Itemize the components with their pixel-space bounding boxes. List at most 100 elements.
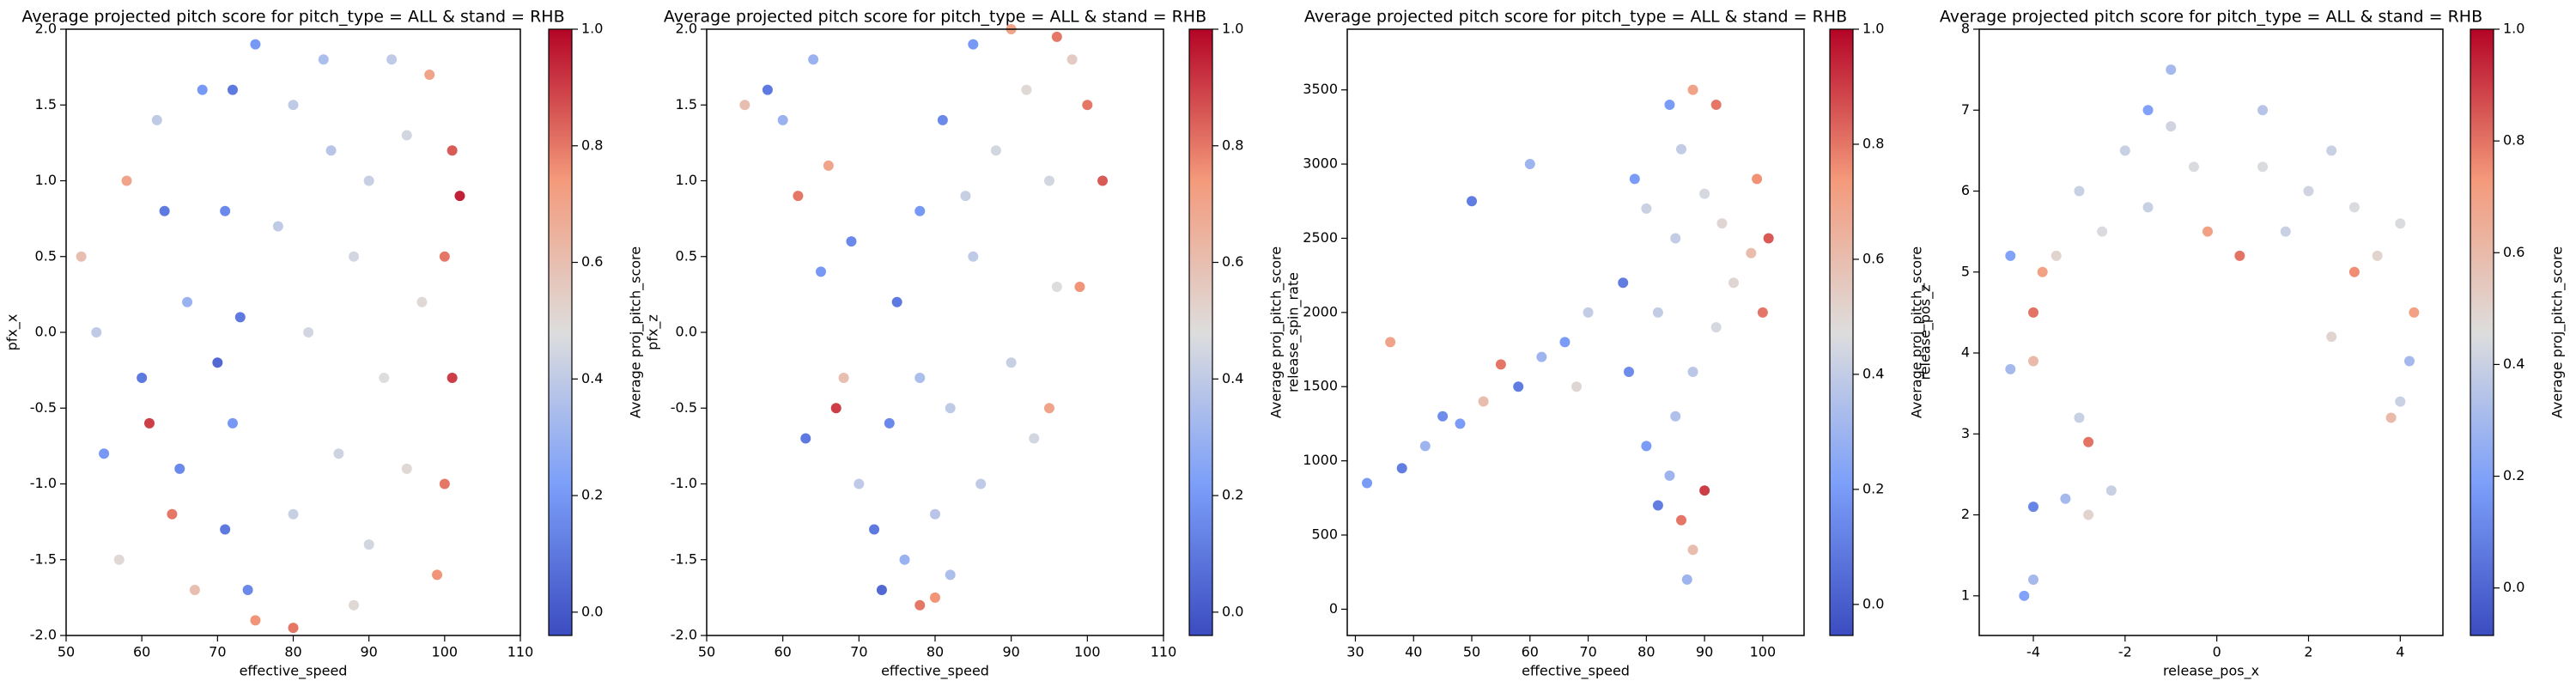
point	[1687, 366, 1698, 377]
y-tick-label: 3000	[1303, 155, 1338, 172]
point	[2257, 161, 2269, 173]
colorbar-tick-label: 0.0	[581, 603, 603, 619]
x-tick-label: 90	[360, 644, 377, 660]
point	[830, 403, 841, 414]
point	[914, 599, 926, 611]
y-tick-label: 1.5	[676, 96, 697, 112]
point	[1051, 31, 1062, 42]
point	[1757, 307, 1768, 318]
point	[113, 554, 125, 565]
point	[447, 145, 458, 156]
point	[1710, 322, 1722, 333]
point	[242, 585, 253, 596]
x-tick-label: 60	[1522, 644, 1539, 660]
point	[159, 205, 170, 216]
chart-title: Average projected pitch score for pitch_…	[664, 8, 1206, 27]
point	[945, 569, 956, 581]
colorbar-tick-label: 0.2	[1862, 480, 1884, 496]
point	[2166, 64, 2177, 76]
point	[212, 357, 223, 368]
y-tick-label: 0.0	[676, 324, 697, 340]
y-tick-label: -1.5	[671, 550, 697, 567]
x-axis-label: release_pos_x	[2163, 663, 2259, 680]
point	[2083, 436, 2094, 447]
point	[739, 100, 750, 111]
point	[2234, 250, 2245, 261]
point	[272, 221, 283, 232]
point	[2348, 266, 2360, 277]
point	[2372, 250, 2383, 261]
point	[2257, 105, 2269, 116]
point	[250, 615, 261, 626]
y-tick-label: 0.5	[676, 247, 697, 264]
axes-frame	[65, 28, 521, 636]
axes-frame	[706, 28, 1164, 636]
colorbar-tick-label: 0.8	[581, 137, 603, 153]
point	[2028, 307, 2039, 318]
point	[1082, 100, 1093, 111]
point	[227, 84, 238, 95]
y-tick-label: 2.0	[35, 21, 57, 37]
point	[288, 508, 299, 520]
point	[2395, 396, 2406, 407]
point	[416, 296, 428, 307]
point	[325, 145, 337, 156]
point	[250, 39, 261, 50]
point	[1005, 357, 1017, 368]
y-tick-label: -0.5	[671, 399, 697, 416]
point	[2202, 226, 2213, 237]
point	[363, 175, 374, 186]
y-tick-label: 2	[1961, 506, 1970, 522]
point	[288, 623, 299, 634]
y-tick-label: -1.0	[30, 475, 57, 491]
point	[1478, 396, 1489, 407]
point	[333, 448, 344, 459]
point	[914, 205, 926, 216]
x-tick-label: 40	[1405, 644, 1422, 660]
x-tick-label: 70	[1579, 644, 1596, 660]
x-tick-label: 4	[2396, 644, 2404, 660]
y-tick-label: 7	[1961, 101, 1970, 118]
x-tick-label: 110	[1151, 644, 1177, 660]
colorbar	[1188, 28, 1213, 636]
point	[318, 54, 329, 65]
point	[960, 191, 971, 202]
point	[1097, 175, 1109, 186]
colorbar-tick-label: 0.8	[2503, 132, 2524, 149]
point	[2005, 363, 2016, 374]
point	[762, 84, 773, 95]
point	[2404, 356, 2415, 367]
point	[854, 478, 865, 489]
point	[2119, 145, 2130, 156]
point	[2028, 574, 2039, 585]
colorbar-tick-label: 0.6	[1862, 250, 1884, 266]
y-tick-label: 500	[1311, 526, 1338, 543]
point	[1681, 574, 1692, 585]
y-tick-label: 1.0	[676, 172, 697, 188]
x-tick-label: 2	[2304, 644, 2312, 660]
point	[891, 296, 902, 307]
point	[303, 327, 314, 337]
point	[1051, 282, 1062, 293]
colorbar-label: Average proj_pitch_score	[1268, 246, 1285, 418]
colorbar-tick-label: 0.6	[1222, 253, 1243, 270]
point	[76, 251, 87, 262]
point	[439, 478, 450, 489]
point	[1385, 337, 1396, 348]
point	[91, 327, 102, 337]
point	[968, 39, 979, 50]
point	[2105, 485, 2117, 496]
point	[137, 372, 148, 383]
point	[1746, 247, 1757, 258]
point	[379, 372, 390, 383]
x-tick-label: 50	[698, 644, 715, 660]
point	[2326, 145, 2337, 156]
x-axis-label: effective_speed	[240, 663, 348, 680]
point	[234, 312, 246, 323]
point	[968, 251, 979, 262]
colorbar-label: Average proj_pitch_score	[2549, 246, 2567, 418]
colorbar-tick-label: 0.0	[1862, 595, 1884, 611]
point	[1618, 277, 1629, 289]
x-tick-label: 50	[58, 644, 75, 660]
point	[2166, 121, 2177, 132]
